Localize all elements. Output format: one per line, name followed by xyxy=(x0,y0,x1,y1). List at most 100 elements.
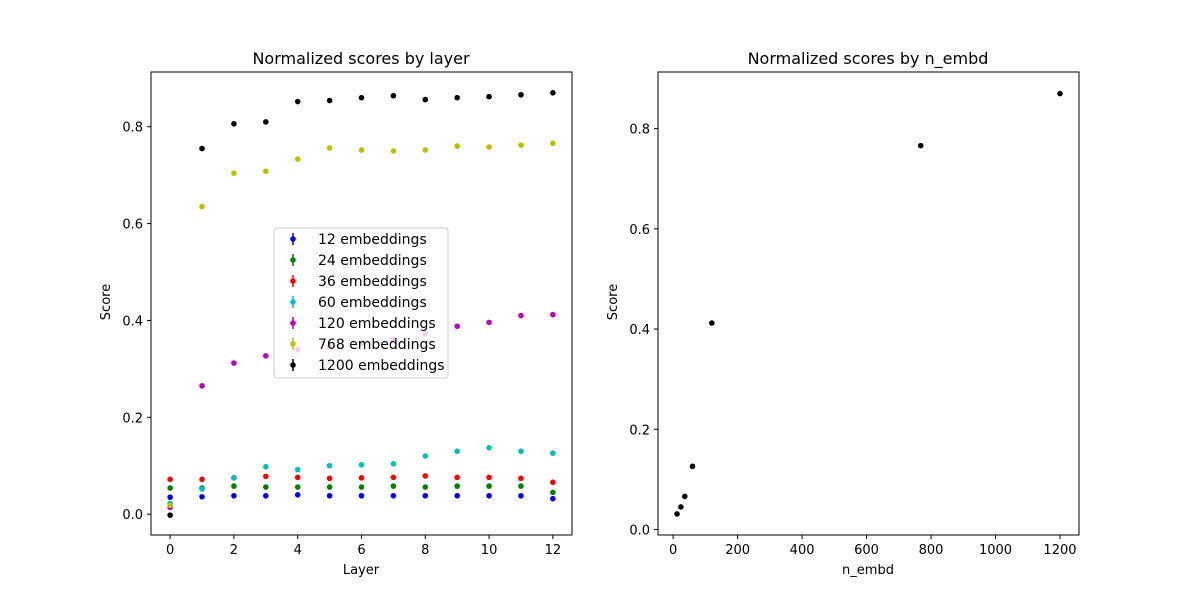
n-embd-data-point xyxy=(917,142,924,149)
layer-x-tick-label: 2 xyxy=(230,543,238,558)
layer-data-point xyxy=(550,495,556,502)
legend-label: 60 embeddings xyxy=(318,295,427,311)
layer-data-point xyxy=(231,121,237,127)
legend-marker xyxy=(290,362,296,368)
layer-data-point xyxy=(263,119,269,125)
legend-entry: 768 embeddings xyxy=(290,337,436,353)
legend-label: 24 embeddings xyxy=(318,253,427,269)
layer-data-point xyxy=(231,483,237,489)
legend-marker xyxy=(290,236,296,242)
layer-data-point xyxy=(390,474,397,481)
layer-y-tick-label: 0.0 xyxy=(122,508,143,523)
layer-data-point xyxy=(518,91,524,98)
layer-data-point xyxy=(518,312,524,319)
layer-data-point xyxy=(199,383,205,389)
n-embd-chart-title: Normalized scores by n_embd xyxy=(748,49,989,69)
layer-data-point xyxy=(167,502,173,509)
layer-data-point xyxy=(263,353,269,359)
layer-data-point xyxy=(550,311,556,318)
legend-label: 36 embeddings xyxy=(318,274,427,290)
layer-y-tick-label: 0.6 xyxy=(122,218,143,233)
layer-data-point xyxy=(231,360,237,366)
layer-data-point xyxy=(294,474,301,481)
layer-data-point xyxy=(167,494,173,501)
legend-marker xyxy=(290,299,296,305)
n-embd-x-tick-label: 600 xyxy=(854,543,879,558)
layer-data-point xyxy=(199,486,205,492)
n-embd-axis-ticks: 0 200 400 600 800 1000 1200 0.0 0.2 0.4 0.6 0.8 xyxy=(629,123,1076,558)
legend-marker xyxy=(290,278,296,284)
legend-box xyxy=(273,227,449,379)
layer-data-point xyxy=(294,492,301,498)
layer-data-point xyxy=(486,483,492,489)
layer-axis-ticks: 0 2 4 6 8 10 12 0.0 0.2 0.4 0.6 0.8 xyxy=(122,121,561,558)
layer-data-point xyxy=(486,144,492,150)
layer-x-tick-label: 10 xyxy=(481,543,498,558)
layer-data-point xyxy=(326,492,333,499)
n-embd-plot-frame xyxy=(657,71,1080,536)
layer-data-point xyxy=(486,93,492,100)
layer-data-point xyxy=(518,448,524,455)
layer-data-point xyxy=(454,143,460,149)
layer-data-point xyxy=(454,323,460,330)
layer-data-point xyxy=(358,475,365,481)
layer-data-point xyxy=(358,484,365,490)
layer-y-tick-label: 0.4 xyxy=(122,314,143,329)
layer-data-point xyxy=(231,170,237,177)
layer-data-point xyxy=(486,319,492,326)
layer-data-point xyxy=(518,475,524,482)
layer-y-tick-label: 0.2 xyxy=(122,411,143,426)
layer-data-point xyxy=(263,463,269,470)
layer-data-point xyxy=(294,484,301,490)
n-embd-scores-axes: Normalized scores by n_embd n_embd Score… xyxy=(606,49,1080,578)
legend-entry: 60 embeddings xyxy=(290,295,427,311)
layer-chart-title: Normalized scores by layer xyxy=(252,49,470,68)
n-embd-data-point xyxy=(674,511,680,517)
layer-plot-frame xyxy=(150,71,573,536)
layer-data-point xyxy=(454,474,460,481)
layer-x-tick-label: 12 xyxy=(545,543,562,558)
legend-entry: 1200 embeddings xyxy=(290,358,445,374)
legend-label: 768 embeddings xyxy=(318,337,436,353)
layer-x-tick-label: 6 xyxy=(357,543,365,558)
layer-data-point xyxy=(199,476,205,483)
layer-data-points xyxy=(167,90,556,518)
layer-data-point xyxy=(358,147,365,153)
layer-data-point xyxy=(518,492,524,499)
layer-data-point xyxy=(294,98,301,105)
layer-data-point xyxy=(167,485,173,491)
layer-data-point xyxy=(422,453,429,459)
layer-data-point xyxy=(550,489,556,496)
layer-data-point xyxy=(390,148,397,154)
n-embd-x-tick-label: 400 xyxy=(790,543,815,558)
layer-x-tick-label: 4 xyxy=(294,543,302,558)
layer-data-point xyxy=(326,484,333,490)
n-embd-y-tick-label: 0.8 xyxy=(629,123,650,138)
layer-x-tick-label: 8 xyxy=(421,543,429,558)
n-embd-x-tick-label: 1000 xyxy=(979,543,1012,558)
layer-data-point xyxy=(486,474,492,481)
legend-marker xyxy=(290,320,296,326)
legend-entry: 120 embeddings xyxy=(290,316,436,332)
layer-data-point xyxy=(326,145,333,151)
layer-data-point xyxy=(167,512,173,518)
layer-data-point xyxy=(422,473,429,479)
legend-marker xyxy=(290,257,296,263)
layer-data-point xyxy=(263,484,269,490)
layer-data-point xyxy=(263,492,269,499)
layer-x-tick-label: 0 xyxy=(166,543,174,558)
layer-data-point xyxy=(550,450,556,456)
n-embd-x-tick-label: 800 xyxy=(919,543,944,558)
layer-data-point xyxy=(454,483,460,489)
n-embd-data-point xyxy=(689,463,696,470)
layer-data-point xyxy=(358,492,365,499)
layer-data-point xyxy=(167,476,173,483)
n-embd-x-tick-label: 1200 xyxy=(1043,543,1076,558)
layer-legend: 12 embeddings 24 embeddings 36 embeddings 6… xyxy=(273,227,449,379)
n-embd-data-points xyxy=(674,90,1063,517)
legend-label: 1200 embeddings xyxy=(318,358,445,374)
legend-entry: 24 embeddings xyxy=(290,253,427,269)
layer-data-point xyxy=(294,156,301,162)
layer-data-point xyxy=(422,147,429,153)
layer-data-point xyxy=(199,203,205,210)
